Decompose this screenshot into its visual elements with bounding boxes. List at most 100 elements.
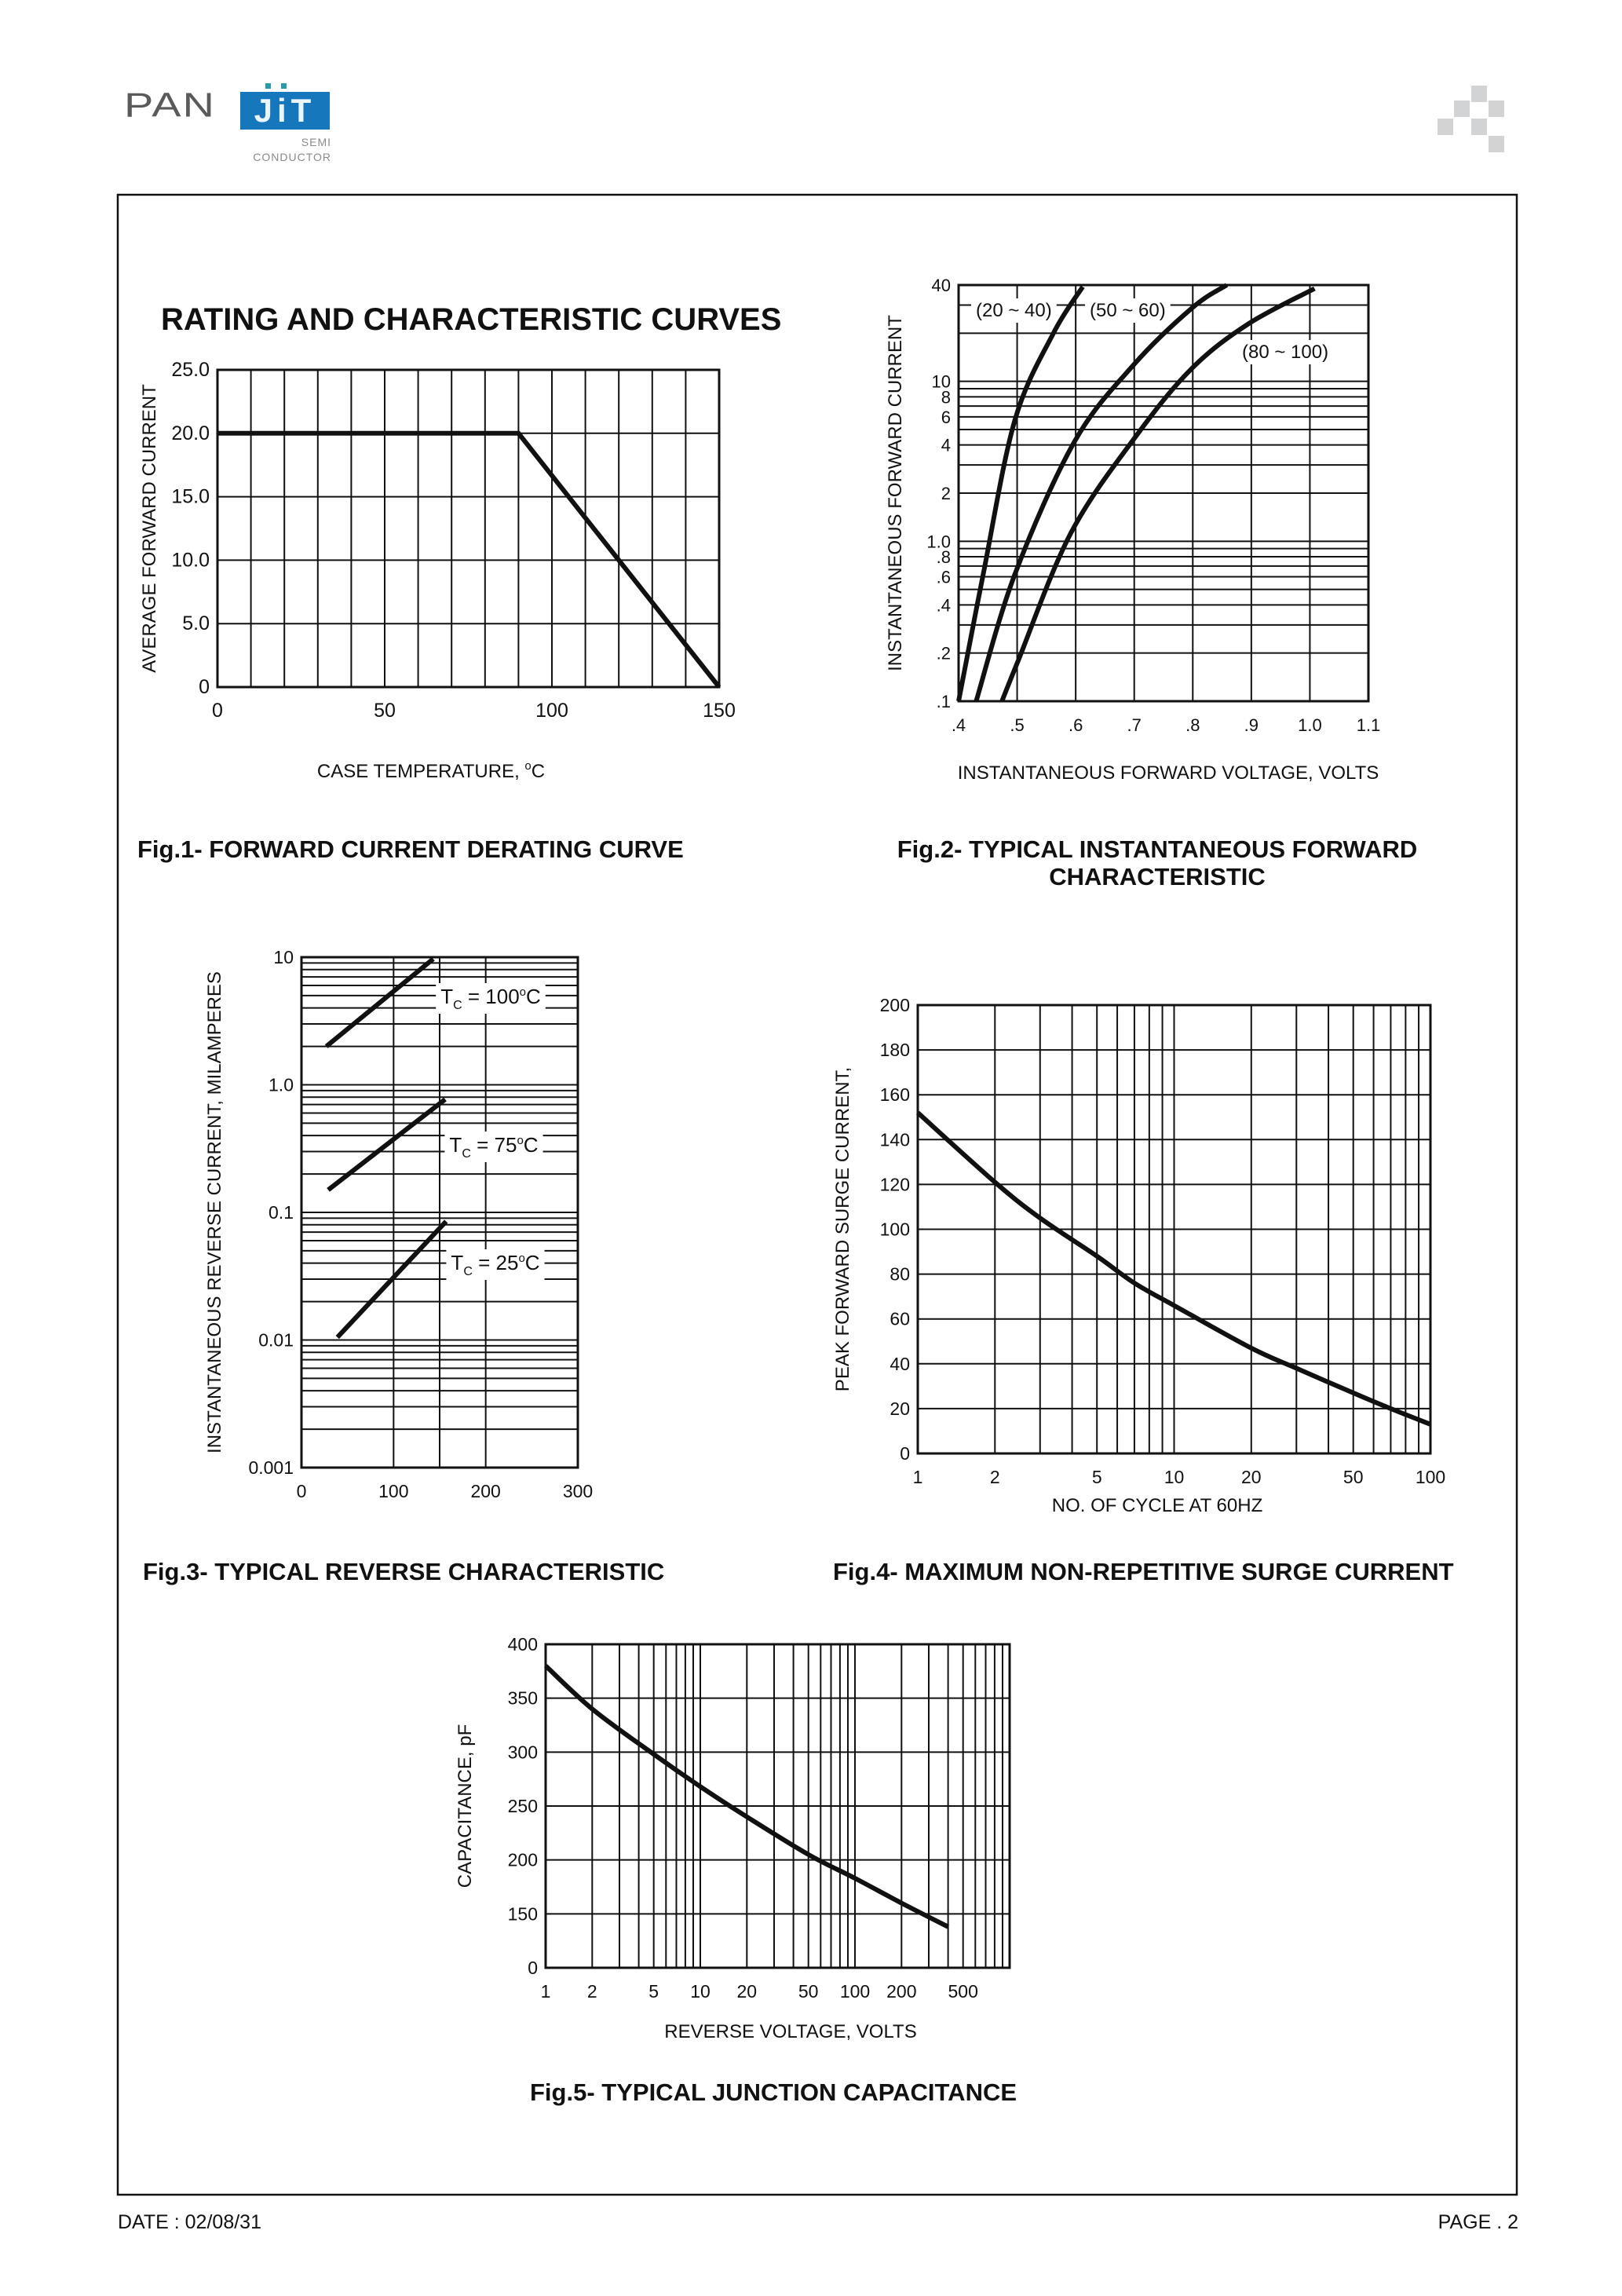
- series-label-background: [971, 298, 1057, 323]
- x-axis-label-part: CASE TEMPERATURE,: [317, 761, 525, 782]
- x-tick-label: 200: [886, 1981, 916, 2002]
- series-label-part: C: [526, 985, 541, 1008]
- plot-area: [544, 1643, 1011, 1969]
- figure-caption: Fig.4- MAXIMUM NON-REPETITIVE SURGE CURR…: [833, 1558, 1454, 1585]
- y-tick-label: 200: [880, 995, 910, 1015]
- x-axis-label-part: NO. OF CYCLE AT 60HZ: [1052, 1495, 1263, 1516]
- x-tick-label: .6: [1069, 715, 1083, 735]
- y-tick-label: 0.01: [258, 1330, 294, 1351]
- logo-sub-conductor: CONDUCTOR: [253, 151, 331, 163]
- series-curve: [543, 1664, 949, 1929]
- y-tick-label: 180: [880, 1040, 910, 1060]
- x-tick-label: 50: [798, 1981, 819, 2002]
- logo-dot-icon: [265, 83, 271, 89]
- plot-area: [916, 1004, 1432, 1455]
- x-tick-label: 20: [1241, 1467, 1262, 1487]
- x-tick-label: 100: [535, 700, 568, 722]
- x-tick-label: 0: [297, 1481, 307, 1501]
- y-tick-label: 140: [880, 1129, 910, 1150]
- y-tick-label: 10: [932, 372, 951, 392]
- x-axis-label-part: o: [524, 759, 531, 773]
- y-axis-label: INSTANTANEOUS FORWARD CURRENT: [885, 315, 906, 671]
- x-tick-label: 5: [1092, 1467, 1102, 1487]
- series-curve: [217, 430, 721, 689]
- y-tick-label: 10: [273, 947, 294, 967]
- y-tick-label: 0: [528, 1958, 538, 1978]
- x-tick-label: 10: [690, 1981, 711, 2002]
- x-axis-label-part: C: [532, 761, 545, 782]
- series-label-part: T: [440, 985, 453, 1008]
- x-tick-label: 500: [948, 1981, 978, 2002]
- y-tick-label: 1.0: [269, 1075, 294, 1095]
- plot-area: [957, 283, 1370, 703]
- x-tick-label: 100: [840, 1981, 870, 2002]
- figure-caption: CHARACTERISTIC: [1049, 863, 1266, 890]
- x-tick-label: 10: [1164, 1467, 1185, 1487]
- y-tick-label: 40: [890, 1354, 910, 1374]
- y-tick-label: 250: [508, 1796, 538, 1816]
- y-tick-label: .4: [937, 595, 951, 615]
- series-label-part: C: [453, 999, 462, 1012]
- series-label-part: o: [518, 1252, 524, 1265]
- x-tick-label: 5: [648, 1981, 659, 2002]
- series-curve: [974, 283, 1229, 702]
- x-tick-label: 1.0: [1298, 715, 1322, 735]
- logo-dot-icon: [281, 83, 287, 89]
- y-tick-label: 40: [932, 276, 951, 295]
- x-tick-label: .9: [1244, 715, 1259, 735]
- x-tick-label: 100: [378, 1481, 408, 1501]
- series-label-part: T: [451, 1251, 463, 1274]
- series-label: (20 ~ 40): [976, 300, 1052, 321]
- y-tick-label: 0.001: [248, 1457, 294, 1478]
- logo-jit-text: JiT: [240, 92, 330, 130]
- y-tick-label: 0: [199, 676, 210, 698]
- page-title: RATING AND CHARACTERISTIC CURVES: [161, 302, 782, 337]
- x-tick-label: .4: [952, 715, 966, 735]
- x-axis-label: NO. OF CYCLE AT 60HZ: [1052, 1495, 1263, 1516]
- y-axis-label: CAPACITANCE, pF: [455, 1724, 476, 1888]
- y-tick-label: 80: [890, 1264, 910, 1285]
- x-tick-label: .5: [1010, 715, 1024, 735]
- series-label-part: = 75: [471, 1133, 517, 1157]
- figure-caption: Fig.1- FORWARD CURRENT DERATING CURVE: [137, 835, 684, 863]
- series-label-part: C: [525, 1251, 540, 1274]
- y-tick-label: 15.0: [171, 486, 210, 508]
- figure-caption: Fig.5- TYPICAL JUNCTION CAPACITANCE: [530, 2078, 1017, 2106]
- y-tick-label: 400: [508, 1634, 538, 1654]
- y-tick-label: 0: [900, 1443, 910, 1464]
- figure-caption: Fig.2- TYPICAL INSTANTANEOUS FORWARD: [897, 835, 1418, 863]
- series-curve: [915, 1110, 1432, 1427]
- series-label: TC = 25oC: [451, 1251, 539, 1278]
- y-axis-label: INSTANTANEOUS REVERSE CURRENT, MILAMPERE…: [204, 971, 225, 1453]
- y-tick-label: .6: [937, 568, 951, 587]
- chart-fig-4: 0 20 40 60 80 100 120 140 160 180 200 1 2 5 10 20 50 100 N…: [832, 995, 1454, 1585]
- x-tick-label: 200: [470, 1481, 500, 1501]
- y-tick-label: .2: [937, 644, 951, 664]
- x-axis-label: CASE TEMPERATURE, oC: [317, 759, 545, 782]
- x-tick-label: 2: [990, 1467, 1000, 1487]
- series-label-part: T: [449, 1133, 462, 1157]
- x-tick-label: 100: [1416, 1467, 1445, 1487]
- series-label-background: [1237, 340, 1334, 364]
- chart-fig-5: 0 150 200 250 300 350 400 1 2 5 10 20 50 100 200 500 REV…: [455, 1634, 1017, 2106]
- series-label-part: o: [517, 1134, 523, 1147]
- series-curve: [324, 956, 435, 1048]
- plot-area: [216, 368, 721, 689]
- chart-fig-1: 0 5.0 10.0 15.0 20.0 25.0 0 50 100 150 CASE TEMPER…: [137, 359, 736, 863]
- y-tick-label: 0.1: [269, 1202, 294, 1223]
- series-label-part: o: [520, 985, 526, 999]
- x-tick-label: .7: [1127, 715, 1142, 735]
- y-axis-label: AVERAGE FORWARD CURRENT: [139, 384, 160, 673]
- y-tick-label: 25.0: [171, 359, 210, 381]
- series-curve: [999, 286, 1316, 703]
- y-tick-label: 150: [508, 1903, 538, 1924]
- x-tick-label: 150: [703, 700, 736, 722]
- series-label: TC = 100oC: [440, 985, 541, 1012]
- y-tick-label: 2: [941, 484, 951, 503]
- figure-caption: Fig.3- TYPICAL REVERSE CHARACTERISTIC: [143, 1558, 664, 1585]
- series-label-background: [444, 1132, 543, 1162]
- x-axis-label: REVERSE VOLTAGE, VOLTS: [664, 2021, 916, 2042]
- series-label-part: = 25: [473, 1251, 519, 1274]
- x-tick-label: 50: [374, 700, 396, 722]
